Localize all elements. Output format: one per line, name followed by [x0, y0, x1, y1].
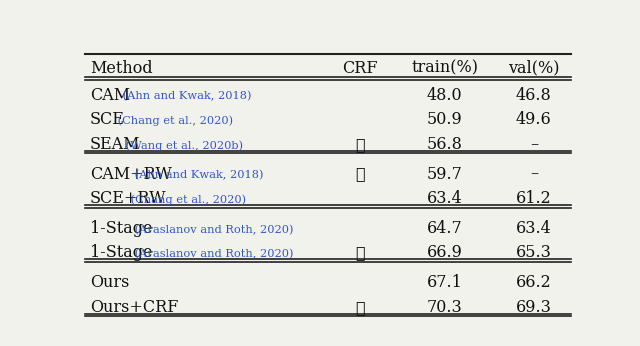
Text: SEAM: SEAM — [90, 136, 140, 153]
Text: (Wang et al., 2020b): (Wang et al., 2020b) — [122, 140, 243, 151]
Text: 69.3: 69.3 — [516, 299, 552, 316]
Text: 56.8: 56.8 — [427, 136, 463, 153]
Text: 49.6: 49.6 — [516, 111, 552, 128]
Text: –: – — [530, 136, 538, 153]
Text: 66.9: 66.9 — [427, 244, 463, 261]
Text: 64.7: 64.7 — [427, 220, 463, 237]
Text: ✓: ✓ — [355, 244, 365, 261]
Text: 66.2: 66.2 — [516, 274, 552, 291]
Text: (Ahn and Kwak, 2018): (Ahn and Kwak, 2018) — [118, 91, 251, 102]
Text: Ours+CRF: Ours+CRF — [90, 299, 179, 316]
Text: train(%): train(%) — [411, 60, 478, 77]
Text: ✓: ✓ — [355, 136, 365, 153]
Text: val(%): val(%) — [508, 60, 559, 77]
Text: Method: Method — [90, 60, 152, 77]
Text: 50.9: 50.9 — [427, 111, 463, 128]
Text: ✓: ✓ — [355, 299, 365, 316]
Text: 1-Stage: 1-Stage — [90, 244, 152, 261]
Text: 63.4: 63.4 — [516, 220, 552, 237]
Text: 48.0: 48.0 — [427, 86, 462, 104]
Text: CRF: CRF — [342, 60, 378, 77]
Text: (Ahn and Kwak, 2018): (Ahn and Kwak, 2018) — [131, 170, 264, 181]
Text: 1-Stage: 1-Stage — [90, 220, 152, 237]
Text: CAM: CAM — [90, 86, 130, 104]
Text: SCE+RW: SCE+RW — [90, 190, 166, 207]
Text: 67.1: 67.1 — [427, 274, 463, 291]
Text: 61.2: 61.2 — [516, 190, 552, 207]
Text: (Araslanov and Roth, 2020): (Araslanov and Roth, 2020) — [131, 225, 293, 235]
Text: (Chang et al., 2020): (Chang et al., 2020) — [114, 116, 233, 126]
Text: 46.8: 46.8 — [516, 86, 552, 104]
Text: 59.7: 59.7 — [427, 165, 463, 183]
Text: Ours: Ours — [90, 274, 129, 291]
Text: –: – — [530, 165, 538, 183]
Text: 63.4: 63.4 — [427, 190, 463, 207]
Text: (Araslanov and Roth, 2020): (Araslanov and Roth, 2020) — [131, 249, 293, 260]
Text: CAM+RW: CAM+RW — [90, 165, 172, 183]
Text: 65.3: 65.3 — [516, 244, 552, 261]
Text: ✓: ✓ — [355, 165, 365, 183]
Text: 70.3: 70.3 — [427, 299, 463, 316]
Text: SCE: SCE — [90, 111, 125, 128]
Text: (Chang et al., 2020): (Chang et al., 2020) — [127, 194, 246, 205]
